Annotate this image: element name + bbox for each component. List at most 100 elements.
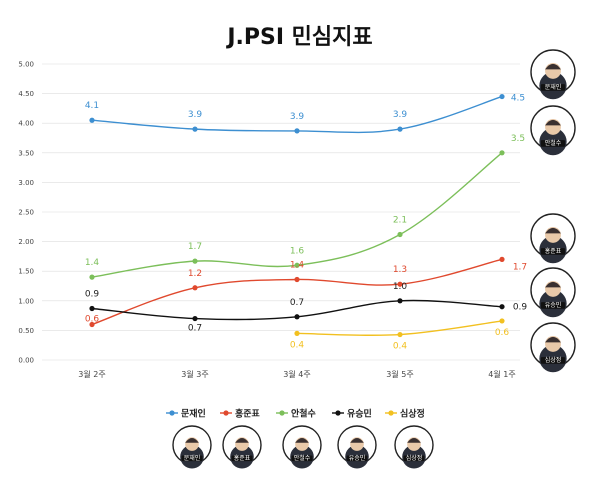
legend-portrait: 유승민 — [337, 425, 377, 469]
data-point — [192, 315, 198, 322]
data-point — [294, 314, 300, 320]
data-point — [499, 150, 505, 156]
data-point — [89, 274, 95, 280]
portrait-name-tag — [540, 84, 566, 91]
portrait-hair — [295, 437, 309, 443]
data-label: 1.0 — [393, 282, 408, 292]
data-point — [192, 126, 198, 132]
data-point — [499, 318, 505, 324]
data-label: 2.1 — [393, 215, 407, 225]
portrait-name-tag — [346, 455, 368, 462]
x-tick-label: 3월 2주 — [78, 369, 105, 379]
legend-label: 안철수 — [291, 408, 316, 420]
data-label: 1.4 — [85, 258, 100, 268]
data-label: 0.4 — [290, 340, 305, 350]
legend-marker — [279, 410, 285, 416]
portrait-name: 문재인 — [184, 454, 201, 462]
candidate-badge: 안철수 — [530, 105, 576, 156]
portrait-name-tag — [540, 140, 566, 147]
portrait-hair — [350, 437, 364, 443]
data-label: 3.9 — [290, 112, 305, 122]
data-label: 3.5 — [511, 134, 525, 144]
legend-portrait: 홍준표 — [222, 425, 262, 469]
y-tick-label: 0.00 — [18, 357, 34, 365]
portrait-name: 안철수 — [545, 139, 562, 147]
data-label: 1.6 — [290, 246, 305, 256]
portrait-hair — [235, 437, 249, 443]
portrait-hair — [545, 63, 561, 70]
data-point — [397, 126, 403, 132]
portrait-name: 심상정 — [406, 454, 423, 462]
data-label: 4.5 — [511, 94, 525, 104]
y-tick-label: 2.00 — [18, 238, 34, 246]
x-tick-label: 3월 5주 — [386, 369, 413, 379]
portrait-name-tag — [231, 455, 253, 462]
legend-marker — [169, 410, 175, 416]
y-tick-label: 4.50 — [18, 90, 34, 98]
portrait-hair — [407, 437, 421, 443]
legend-portrait: 문재인 — [172, 425, 212, 469]
y-tick-label: 1.00 — [18, 297, 34, 305]
legend-marker — [388, 410, 394, 416]
x-tick-label: 3월 3주 — [181, 369, 208, 379]
x-axis-ticks: 3월 2주 3월 3주 3월 4주 3월 5주 4월 1주 — [78, 369, 515, 379]
portrait-name-tag — [291, 455, 313, 462]
data-point — [89, 117, 95, 123]
y-tick-label: 1.50 — [18, 268, 34, 276]
y-tick-label: 3.50 — [18, 149, 34, 157]
portrait-name-tag — [181, 455, 203, 462]
data-point — [499, 304, 505, 310]
portrait-hair — [545, 227, 561, 234]
data-labels: 4.1 3.9 3.9 3.9 4.5 0.6 1.2 1.4 1.3 1.7 1.4 1.7 1.6 2… — [85, 94, 528, 352]
data-label: 0.7 — [188, 324, 202, 334]
y-tick-label: 0.50 — [18, 327, 34, 335]
data-point — [294, 128, 300, 134]
portrait-name: 홍준표 — [545, 247, 562, 255]
chart-title: J.PSI 민심지표 — [225, 25, 372, 50]
y-tick-label: 4.00 — [18, 120, 34, 128]
data-point — [397, 281, 403, 287]
data-label: 1.7 — [513, 262, 527, 272]
data-label: 0.4 — [393, 342, 408, 352]
portrait-name-tag — [540, 357, 566, 364]
data-point — [294, 262, 300, 268]
data-label: 1.3 — [393, 265, 407, 275]
data-point — [397, 298, 403, 304]
data-label: 3.9 — [393, 110, 408, 120]
data-point — [89, 321, 95, 328]
y-tick-label: 2.50 — [18, 209, 34, 217]
series-line-3 — [91, 152, 503, 278]
data-label: 1.2 — [188, 269, 202, 279]
data-label: 0.7 — [290, 298, 304, 308]
x-tick-label: 3월 4주 — [283, 369, 310, 379]
data-point — [192, 285, 198, 291]
portrait-hair — [545, 281, 561, 288]
data-label: 0.6 — [85, 314, 100, 324]
portrait-name-tag — [540, 302, 566, 309]
legend-label: 문재인 — [181, 408, 206, 420]
data-point — [294, 330, 300, 336]
legend: 문재인 홍준표 안철수 유승민 심상정 — [166, 408, 425, 420]
candidate-badge: 유승민 — [530, 267, 576, 318]
legend-portraits: 문재인 홍준표 안철수 유승민 심상정 — [172, 425, 434, 469]
data-point — [89, 305, 95, 312]
data-point — [192, 258, 198, 264]
candidate-badge: 문재인 — [530, 49, 576, 100]
portrait-hair — [545, 336, 561, 343]
portrait-name: 안철수 — [294, 454, 311, 462]
data-point — [294, 276, 300, 283]
legend-label: 홍준표 — [235, 408, 261, 420]
portrait-name: 유승민 — [349, 454, 366, 462]
data-label: 1.7 — [188, 242, 202, 252]
data-point — [397, 331, 403, 338]
legend-label: 유승민 — [347, 408, 372, 420]
portrait-name: 유승민 — [545, 301, 562, 309]
portrait-name-tag — [540, 248, 566, 255]
portrait-name-tag — [403, 455, 425, 462]
series-lines — [89, 93, 505, 338]
data-label: 1.4 — [290, 260, 305, 270]
legend-marker — [335, 410, 341, 416]
data-point — [499, 256, 505, 262]
